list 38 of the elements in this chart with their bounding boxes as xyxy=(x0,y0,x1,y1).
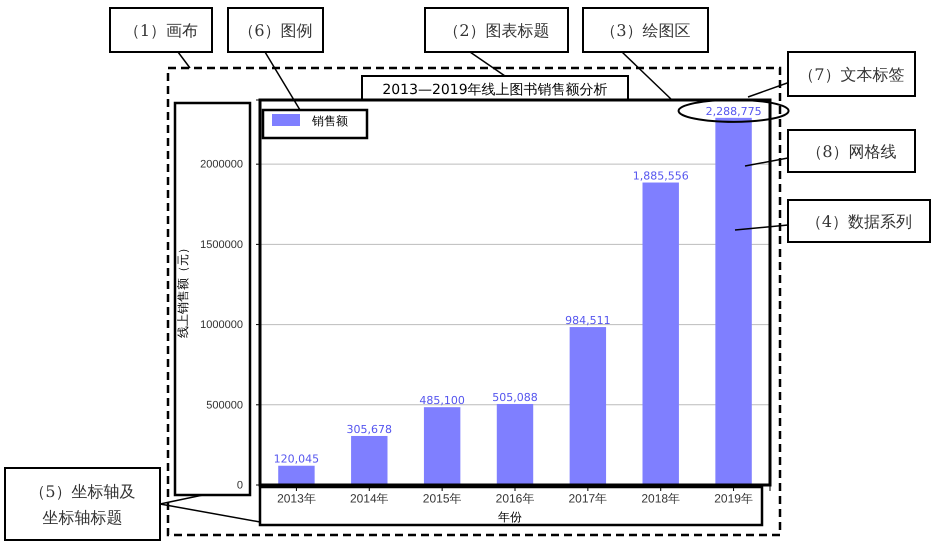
bar xyxy=(496,404,534,485)
y-tick-label: 2000000 xyxy=(200,158,243,171)
bar xyxy=(715,118,752,485)
data-label: 984,511 xyxy=(565,314,611,328)
x-tick-label: 2013年 xyxy=(277,492,316,506)
legend-label: 销售额 xyxy=(311,114,348,128)
text: （4）数据系列 xyxy=(806,212,912,231)
data-label: 485,100 xyxy=(419,394,465,408)
text: （8）网格线 xyxy=(806,142,897,161)
data-label: 305,678 xyxy=(346,422,392,436)
text: （5）坐标轴及坐标轴标题 xyxy=(29,482,136,527)
x-tick-label: 2017年 xyxy=(568,492,608,506)
y-axis-title: 线上销售额（元） xyxy=(176,242,190,338)
x-axis-title: 年份 xyxy=(498,510,522,524)
text: （7）文本标签 xyxy=(798,65,905,84)
bar xyxy=(351,436,388,485)
chart-title: 2013—2019年线上图书销售额分析 xyxy=(382,82,608,98)
y-tick-label: 1000000 xyxy=(200,319,243,332)
text: （3）绘图区 xyxy=(600,21,691,40)
text: （1）画布 xyxy=(124,21,198,40)
data-label: 505,088 xyxy=(492,390,538,404)
text: （6）图例 xyxy=(238,21,313,40)
x-tick-label: 2015年 xyxy=(422,492,462,506)
y-tick-label: 1500000 xyxy=(200,238,243,251)
data-label: 1,885,556 xyxy=(632,170,689,183)
text: （2）图表标题 xyxy=(443,21,550,40)
bar xyxy=(424,407,460,485)
data-label: 2,288,775 xyxy=(706,104,762,118)
bar xyxy=(570,327,606,485)
bar xyxy=(642,182,679,485)
data-label: 120,045 xyxy=(274,452,320,466)
x-tick-label: 2018年 xyxy=(641,492,680,506)
x-tick-label: 2014年 xyxy=(350,492,389,506)
x-tick-label: 2019年 xyxy=(714,492,753,506)
y-tick-label: 0 xyxy=(236,480,243,492)
x-tick-label: 2016年 xyxy=(496,492,534,506)
y-tick-label: 500000 xyxy=(206,399,243,412)
bar xyxy=(278,466,315,485)
